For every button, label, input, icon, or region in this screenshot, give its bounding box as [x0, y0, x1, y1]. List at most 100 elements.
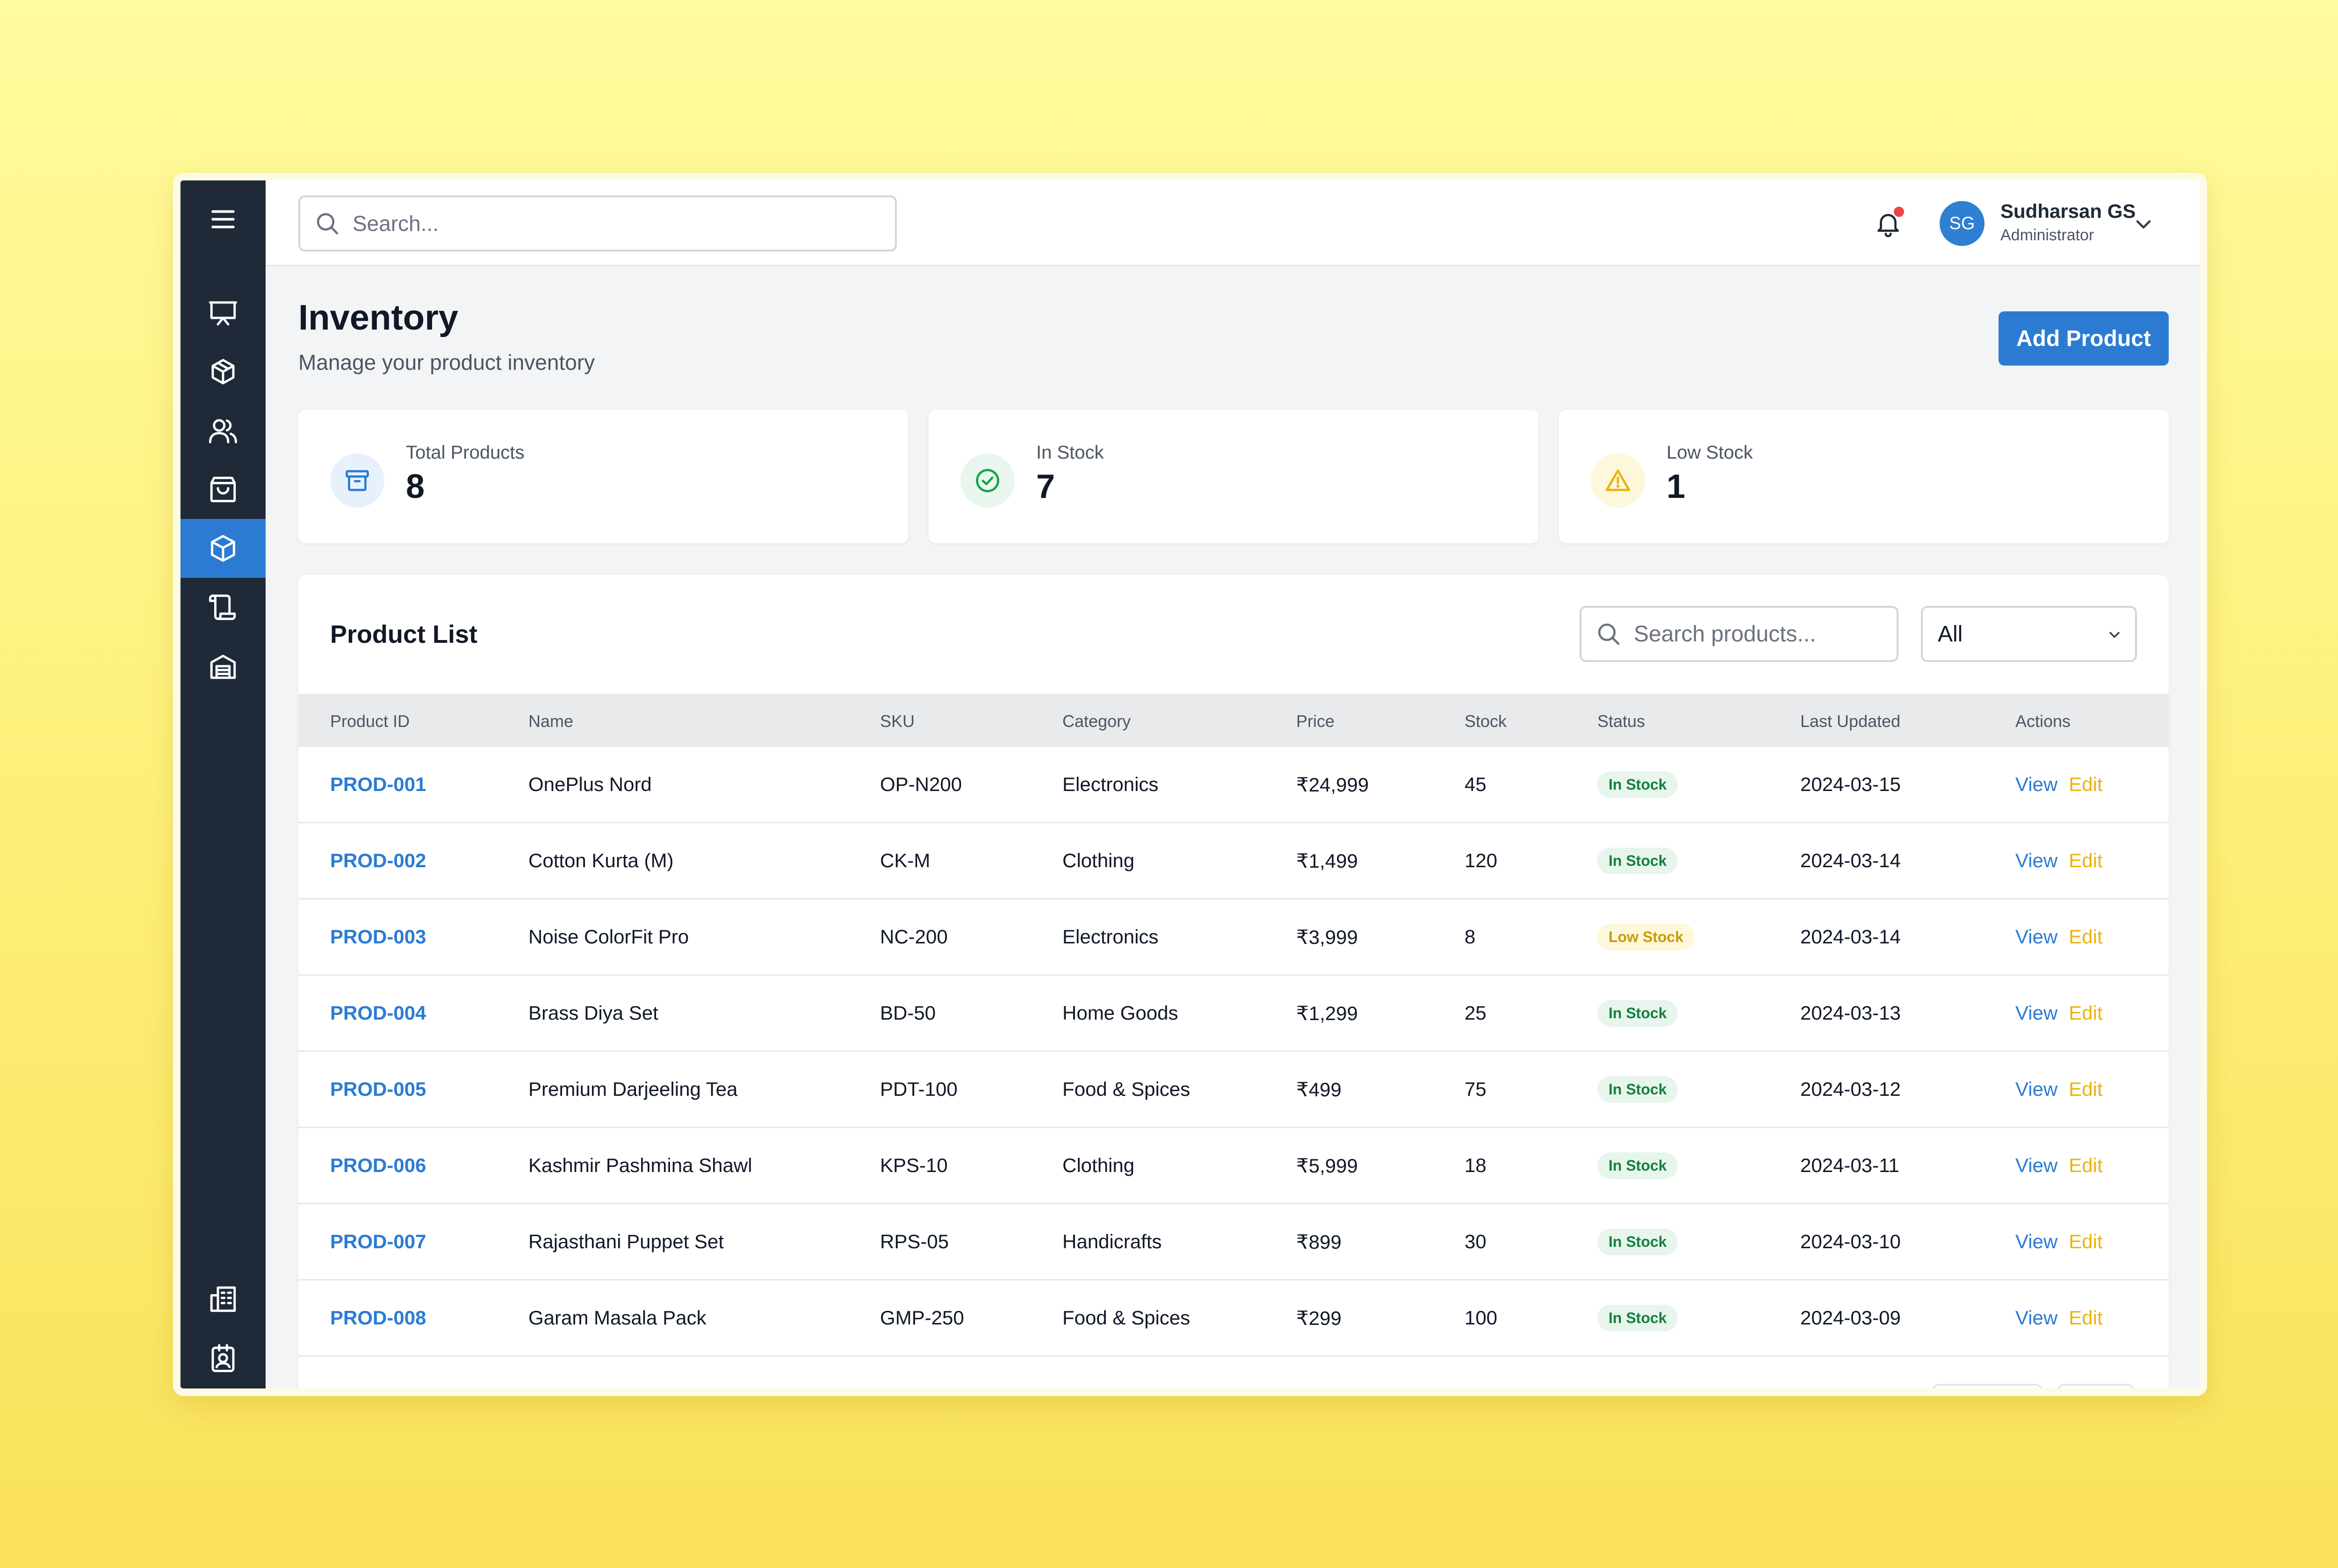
last-updated: 2024-03-15	[1800, 773, 1901, 795]
view-link[interactable]: View	[2015, 1307, 2058, 1329]
last-updated: 2024-03-13	[1800, 1002, 1901, 1024]
stat-icon-low-stock	[1591, 453, 1645, 508]
row-actions: View Edit	[2015, 1052, 2103, 1127]
stat-card-total: Total Products 8	[298, 410, 908, 543]
stat-value: 1	[1667, 468, 1686, 505]
view-link[interactable]: View	[2015, 1154, 2058, 1176]
avatar[interactable]: SG	[1940, 201, 1984, 246]
product-id-link[interactable]: PROD-003	[330, 926, 426, 948]
edit-link[interactable]: Edit	[2069, 1078, 2103, 1100]
page-title: Inventory	[298, 298, 459, 338]
product-id-link[interactable]: PROD-001	[330, 773, 426, 795]
notifications-button[interactable]	[1869, 205, 1907, 242]
last-updated: 2024-03-09	[1800, 1307, 1901, 1329]
product-sku: BD-50	[880, 1002, 936, 1024]
edit-link[interactable]: Edit	[2069, 849, 2103, 871]
last-updated: 2024-03-14	[1800, 926, 1901, 948]
status-cell: In Stock	[1597, 1128, 1678, 1203]
product-search[interactable]	[1580, 606, 1898, 662]
product-sku: CK-M	[880, 849, 931, 871]
product-id-link[interactable]: PROD-006	[330, 1154, 426, 1176]
top-bar: SG Sudharsan GS Administrator	[266, 180, 2200, 266]
archive-icon	[346, 470, 369, 491]
cube-icon	[211, 535, 235, 562]
product-stock: 100	[1465, 1307, 1498, 1329]
edit-link[interactable]: Edit	[2069, 1002, 2103, 1024]
product-name: Noise ColorFit Pro	[528, 926, 689, 948]
product-price: ₹499	[1296, 1078, 1342, 1100]
table-row: PROD-001 OnePlus Nord OP-N200 Electronics ₹2…	[298, 747, 2169, 823]
user-name[interactable]: Sudharsan GS	[2000, 200, 2136, 222]
pagination-prev-button[interactable]	[1932, 1384, 2042, 1388]
scroll-icon	[209, 594, 236, 620]
status-badge: In Stock	[1597, 1228, 1678, 1255]
product-id-link[interactable]: PROD-008	[330, 1307, 426, 1329]
table-row: PROD-004 Brass Diya Set BD-50 Home Goods ₹1,…	[298, 976, 2169, 1052]
product-price: ₹5,999	[1296, 1154, 1358, 1177]
sidebar-item-orders[interactable]	[180, 342, 266, 401]
product-id-link[interactable]: PROD-004	[330, 1002, 426, 1024]
view-link[interactable]: View	[2015, 849, 2058, 871]
view-link[interactable]: View	[2015, 1230, 2058, 1252]
column-header[interactable]: Status	[1597, 712, 1645, 731]
table-row: PROD-008 Garam Masala Pack GMP-250 Food & S…	[298, 1280, 2169, 1357]
edit-link[interactable]: Edit	[2069, 926, 2103, 948]
product-category: Handicrafts	[1062, 1230, 1162, 1252]
product-sku: PDT-100	[880, 1078, 958, 1100]
product-stock: 18	[1465, 1154, 1487, 1176]
row-actions: View Edit	[2015, 1204, 2103, 1279]
product-sku: GMP-250	[880, 1307, 964, 1329]
status-badge: In Stock	[1597, 847, 1678, 874]
status-cell: In Stock	[1597, 747, 1678, 822]
edit-link[interactable]: Edit	[2069, 1230, 2103, 1252]
column-header[interactable]: Stock	[1465, 712, 1507, 731]
sidebar-item-staff[interactable]	[180, 1329, 266, 1388]
global-search[interactable]	[298, 195, 897, 252]
view-link[interactable]: View	[2015, 773, 2058, 795]
view-link[interactable]: View	[2015, 926, 2058, 948]
view-link[interactable]: View	[2015, 1078, 2058, 1100]
column-header[interactable]: SKU	[880, 712, 915, 731]
product-category: Electronics	[1062, 773, 1159, 795]
table-row: PROD-007 Rajasthani Puppet Set RPS-05 Handi…	[298, 1204, 2169, 1280]
sidebar-item-profile[interactable]	[180, 1388, 266, 1396]
product-id-link[interactable]: PROD-005	[330, 1078, 426, 1100]
product-id-link[interactable]: PROD-007	[330, 1230, 426, 1252]
add-product-button[interactable]: Add Product	[1999, 311, 2169, 366]
global-search-input[interactable]	[353, 211, 867, 236]
column-header[interactable]: Last Updated	[1800, 712, 1901, 731]
column-header[interactable]: Price	[1296, 712, 1335, 731]
sidebar-item-warehouse[interactable]	[180, 637, 266, 696]
sidebar-item-customers[interactable]	[180, 401, 266, 460]
sidebar-item-shop[interactable]	[180, 460, 266, 519]
sidebar-item-documents[interactable]	[180, 578, 266, 637]
edit-link[interactable]: Edit	[2069, 1154, 2103, 1176]
product-name: Cotton Kurta (M)	[528, 849, 674, 871]
chevron-down-icon[interactable]	[2131, 212, 2156, 237]
product-id-link[interactable]: PROD-002	[330, 849, 426, 871]
stat-card-low-stock: Low Stock 1	[1559, 410, 2169, 543]
column-header[interactable]: Category	[1062, 712, 1131, 731]
app-window: SG Sudharsan GS Administrator Inventory …	[173, 173, 2207, 1396]
edit-link[interactable]: Edit	[2069, 1307, 2103, 1329]
sidebar-item-inventory[interactable]	[180, 519, 266, 578]
pagination-next-button[interactable]	[2057, 1384, 2134, 1388]
row-actions: View Edit	[2015, 976, 2103, 1050]
product-name: Brass Diya Set	[528, 1002, 658, 1024]
product-search-input[interactable]	[1634, 621, 1896, 647]
product-name: Garam Masala Pack	[528, 1307, 707, 1329]
menu-toggle-button[interactable]	[180, 190, 266, 249]
status-filter-select[interactable]: All	[1921, 606, 2137, 662]
sidebar-item-dashboard[interactable]	[180, 283, 266, 342]
view-link[interactable]: View	[2015, 1002, 2058, 1024]
column-header[interactable]: Product ID	[330, 712, 410, 731]
sidebar-item-reports[interactable]	[180, 1270, 266, 1329]
edit-link[interactable]: Edit	[2069, 773, 2103, 795]
column-header[interactable]: Name	[528, 712, 574, 731]
table-row: PROD-006 Kashmir Pashmina Shawl KPS-10 Clot…	[298, 1128, 2169, 1204]
notification-dot	[1894, 207, 1904, 217]
shopping-bag-icon	[210, 476, 236, 503]
product-category: Electronics	[1062, 926, 1159, 948]
presentation-icon	[209, 301, 237, 326]
product-stock: 30	[1465, 1230, 1487, 1252]
